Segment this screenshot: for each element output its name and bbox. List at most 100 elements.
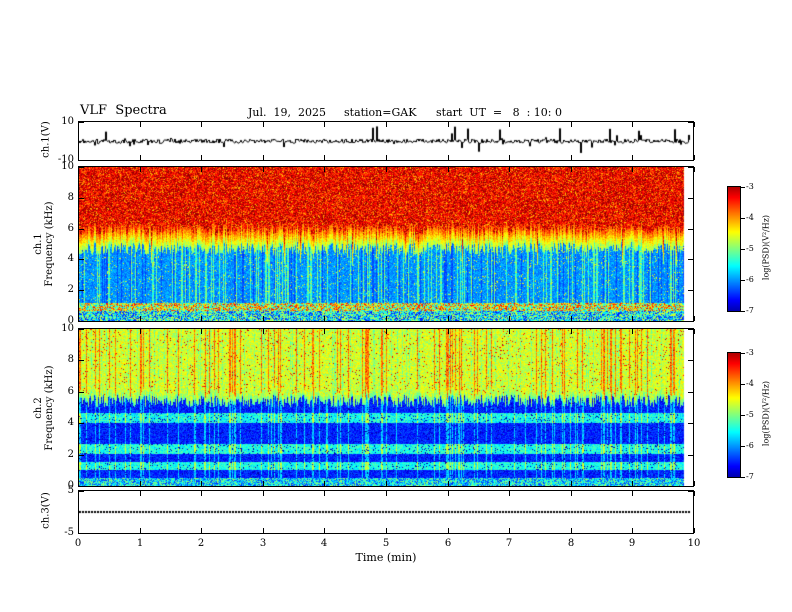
y-tick-label: 2 <box>67 449 74 460</box>
x-tick <box>632 491 633 496</box>
y-tick-label: 10 <box>61 116 74 127</box>
colorbar-tick-label: -3 <box>746 348 754 357</box>
y-tick-label: 0 <box>67 480 74 491</box>
colorbar-tick-label: -7 <box>746 306 754 315</box>
x-tick <box>386 329 387 334</box>
colorbar-ch2-canvas <box>728 353 740 477</box>
x-tick <box>509 528 510 533</box>
y-tick <box>688 122 693 123</box>
x-tick <box>324 481 325 486</box>
y-tick <box>79 160 84 161</box>
x-tick <box>386 155 387 160</box>
colorbar-tick <box>741 249 745 250</box>
y-tick <box>79 321 84 322</box>
colorbar-tick <box>741 477 745 478</box>
x-tick <box>324 122 325 127</box>
y-tick-label: -5 <box>64 527 74 538</box>
ch1-waveform-canvas <box>79 122 693 160</box>
y-tick <box>688 321 693 322</box>
x-tick <box>78 155 79 160</box>
x-tick <box>324 155 325 160</box>
y-tick <box>79 290 84 291</box>
ch2-spectrogram-panel <box>78 328 694 487</box>
x-tick <box>201 155 202 160</box>
x-tick <box>509 155 510 160</box>
y-tick <box>688 167 693 168</box>
x-tick <box>448 329 449 334</box>
colorbar-ch1-canvas <box>728 187 740 311</box>
x-tick <box>263 491 264 496</box>
y-tick <box>688 198 693 199</box>
x-tick <box>140 481 141 486</box>
x-tick <box>571 167 572 172</box>
x-tick <box>694 491 695 496</box>
x-tick <box>632 155 633 160</box>
colorbar-tick-label: -4 <box>746 379 754 388</box>
colorbar-tick-label: -5 <box>746 244 754 253</box>
x-tick-label: 5 <box>382 538 390 549</box>
figure-title: VLF Spectra <box>80 103 167 118</box>
x-tick <box>509 491 510 496</box>
colorbar-tick <box>741 311 745 312</box>
x-tick <box>324 167 325 172</box>
y-tick <box>688 329 693 330</box>
date-label: Jul. 19, 2025 <box>248 106 326 119</box>
x-tick-label: 9 <box>628 538 636 549</box>
x-tick <box>201 122 202 127</box>
x-tick-label: 1 <box>136 538 144 549</box>
x-tick <box>571 481 572 486</box>
colorbar-ch2-label: log(PSD)(V²/Hz) <box>761 380 771 447</box>
colorbar-tick <box>741 446 745 447</box>
ch3-waveform-canvas <box>79 491 693 533</box>
x-tick <box>263 481 264 486</box>
x-tick <box>448 155 449 160</box>
x-tick-label: 0 <box>74 538 82 549</box>
x-tick <box>386 316 387 321</box>
y-tick <box>688 360 693 361</box>
y-tick-label: 4 <box>67 417 74 428</box>
x-tick-label: 3 <box>259 538 267 549</box>
x-axis-label: Time (min) <box>355 551 417 564</box>
x-tick <box>571 122 572 127</box>
colorbar-tick-label: -5 <box>746 410 754 419</box>
x-tick <box>78 122 79 127</box>
x-tick <box>324 491 325 496</box>
ch3-waveform-panel <box>78 490 694 534</box>
x-tick <box>694 122 695 127</box>
y-tick <box>688 423 693 424</box>
x-tick <box>694 316 695 321</box>
y-tick <box>688 533 693 534</box>
x-tick <box>448 481 449 486</box>
x-tick <box>263 528 264 533</box>
x-tick-label: 6 <box>444 538 452 549</box>
colorbar-tick <box>741 384 745 385</box>
colorbar-tick <box>741 280 745 281</box>
y-tick <box>79 455 84 456</box>
y-tick-label: 8 <box>67 192 74 203</box>
y-tick <box>79 360 84 361</box>
y-tick <box>688 392 693 393</box>
x-tick <box>140 528 141 533</box>
y-tick-label: 2 <box>67 284 74 295</box>
y-tick-label: 10 <box>61 323 74 334</box>
colorbar-ch1-label: log(PSD)(V²/Hz) <box>761 214 771 281</box>
y-tick <box>688 290 693 291</box>
x-tick <box>448 122 449 127</box>
y-tick <box>79 329 84 330</box>
y-tick <box>688 491 693 492</box>
colorbar-tick-label: -6 <box>746 441 754 450</box>
colorbar-tick <box>741 353 745 354</box>
x-tick <box>386 491 387 496</box>
x-tick <box>324 528 325 533</box>
x-tick <box>324 316 325 321</box>
x-tick <box>448 491 449 496</box>
colorbar-tick-label: -7 <box>746 472 754 481</box>
ch2-spectrogram-canvas <box>79 329 693 486</box>
x-tick <box>201 528 202 533</box>
x-tick <box>632 122 633 127</box>
x-tick-label: 4 <box>320 538 328 549</box>
y-tick <box>688 229 693 230</box>
colorbar-tick <box>741 218 745 219</box>
x-tick <box>140 155 141 160</box>
